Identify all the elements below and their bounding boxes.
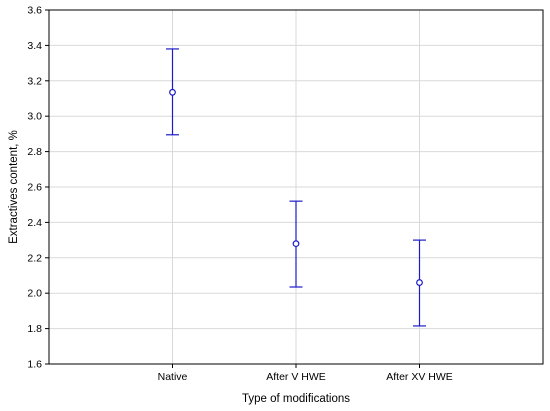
series-means-with-error-bars bbox=[166, 48, 426, 327]
y-axis-title: Extractives content, % bbox=[8, 130, 20, 244]
y-tick-label: 2.8 bbox=[27, 146, 42, 158]
x-tick-label: After XV HWE bbox=[386, 371, 453, 383]
y-tick-label: 2.6 bbox=[27, 182, 42, 194]
x-axis-ticks: Native After V HWE After XV HWE bbox=[158, 364, 453, 383]
y-tick-label: 3.6 bbox=[27, 5, 42, 17]
y-tick-label: 2.4 bbox=[27, 217, 42, 229]
y-tick-label: 3.2 bbox=[27, 75, 42, 87]
mean-point bbox=[292, 240, 300, 248]
error-bar-group bbox=[166, 48, 179, 136]
y-tick-label: 1.6 bbox=[27, 359, 42, 371]
error-bar-group bbox=[413, 239, 426, 327]
x-tick-label: Native bbox=[158, 371, 188, 383]
y-tick-label: 1.8 bbox=[27, 323, 42, 335]
error-bar-group bbox=[289, 200, 303, 288]
y-tick-label: 2.0 bbox=[27, 288, 42, 300]
gridlines bbox=[49, 9, 543, 365]
mean-point bbox=[416, 279, 423, 286]
y-tick-label: 3.4 bbox=[27, 40, 42, 52]
x-axis-title: Type of modifications bbox=[242, 393, 350, 405]
x-tick-label: After V HWE bbox=[266, 371, 326, 383]
y-axis-ticks: 1.6 1.8 2.0 2.2 2.4 2.6 2.8 3.0 3.2 3.4 3.6 bbox=[27, 5, 49, 371]
mean-point bbox=[169, 88, 176, 96]
y-tick-label: 3.0 bbox=[27, 111, 42, 123]
y-tick-label: 2.2 bbox=[27, 252, 42, 264]
